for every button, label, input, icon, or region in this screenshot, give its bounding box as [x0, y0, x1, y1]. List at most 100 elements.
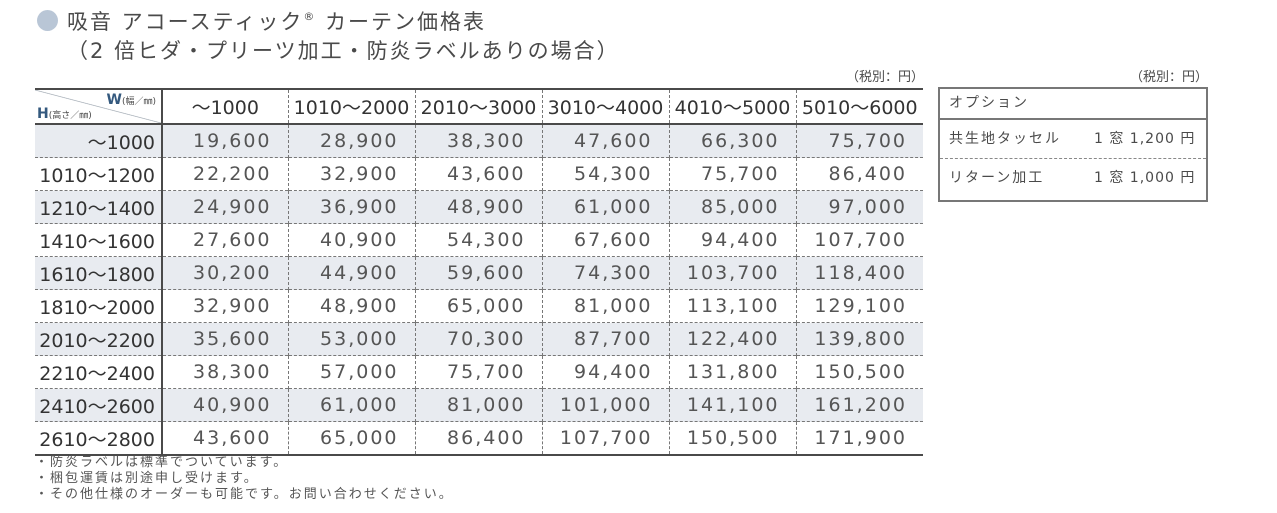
price-cell: 61,000	[287, 388, 415, 422]
option-name: 共生地タッセル	[949, 131, 1061, 147]
column-header: ～1000	[161, 89, 288, 125]
price-cell: 24,900	[161, 190, 288, 224]
width-axis-label: W(幅／㎜)	[106, 92, 156, 108]
table-corner-cell: W(幅／㎜) H(高さ／㎜)	[35, 89, 163, 125]
price-cell: 19,600	[161, 124, 288, 158]
price-cell: 27,600	[161, 223, 288, 257]
notes: ・防炎ラベルは標準でついています。 ・梱包運賃は別途申し受けます。 ・その他仕様…	[35, 455, 454, 503]
option-item: リターン加工 1 窓 1,000 円	[940, 159, 1206, 197]
price-cell: 75,700	[795, 124, 923, 158]
price-cell: 36,900	[287, 190, 415, 224]
price-cell: 53,000	[287, 322, 415, 356]
row-header: ～1000	[35, 124, 163, 158]
option-price: 1 窓 1,000 円	[1094, 170, 1196, 186]
table-header-row: W(幅／㎜) H(高さ／㎜) ～1000 1010～2000 2010～3000…	[35, 89, 923, 125]
price-cell: 141,100	[668, 388, 796, 422]
price-cell: 85,000	[668, 190, 796, 224]
price-cell: 113,100	[668, 289, 796, 323]
price-cell: 43,600	[414, 157, 542, 191]
price-cell: 139,800	[795, 322, 923, 356]
price-cell: 150,500	[668, 421, 796, 455]
row-header: 1810～2000	[35, 289, 163, 323]
column-header: 1010～2000	[287, 89, 415, 125]
price-cell: 81,000	[414, 388, 542, 422]
price-cell: 44,900	[287, 256, 415, 290]
price-cell: 32,900	[161, 289, 288, 323]
price-cell: 38,300	[161, 355, 288, 389]
price-cell: 38,300	[414, 124, 542, 158]
price-cell: 74,300	[541, 256, 669, 290]
price-cell: 129,100	[795, 289, 923, 323]
page-subtitle: （2 倍ヒダ・プリーツ加工・防炎ラベルありの場合）	[67, 39, 620, 63]
row-header: 2010～2200	[35, 322, 163, 356]
price-cell: 101,000	[541, 388, 669, 422]
price-cell: 81,000	[541, 289, 669, 323]
price-cell: 47,600	[541, 124, 669, 158]
price-cell: 66,300	[668, 124, 796, 158]
price-cell: 54,300	[414, 223, 542, 257]
price-cell: 122,400	[668, 322, 796, 356]
price-table: W(幅／㎜) H(高さ／㎜) ～1000 1010～2000 2010～3000…	[35, 88, 923, 456]
column-header: 3010～4000	[541, 89, 669, 125]
price-cell: 30,200	[161, 256, 288, 290]
table-row: 2410～2600 40,900 61,000 81,000 101,000 141,10…	[35, 388, 923, 422]
price-cell: 94,400	[668, 223, 796, 257]
price-cell: 57,000	[287, 355, 415, 389]
table-row: 2010～2200 35,600 53,000 70,300 87,700 122,400…	[35, 322, 923, 356]
price-cell: 86,400	[414, 421, 542, 455]
price-cell: 40,900	[287, 223, 415, 257]
price-cell: 28,900	[287, 124, 415, 158]
price-cell: 86,400	[795, 157, 923, 191]
option-price: 1 窓 1,200 円	[1094, 131, 1196, 147]
table-row: 2210～2400 38,300 57,000 75,700 94,400 131,800…	[35, 355, 923, 389]
price-cell: 107,700	[795, 223, 923, 257]
table-row: 1610～1800 30,200 44,900 59,600 74,300 103,700…	[35, 256, 923, 290]
tax-note-option: （税別：円）	[1130, 70, 1209, 85]
column-header: 4010～5000	[668, 89, 796, 125]
price-cell: 70,300	[414, 322, 542, 356]
options-header: オプション	[940, 89, 1206, 120]
table-row: 1210～1400 24,900 36,900 48,900 61,000 85,000 9…	[35, 190, 923, 224]
price-cell: 150,500	[795, 355, 923, 389]
row-header: 2610～2800	[35, 421, 163, 455]
note-line: ・その他仕様のオーダーも可能です。お問い合わせください。	[35, 487, 454, 502]
tax-note-main: （税別：円）	[846, 70, 925, 85]
row-header: 1410～1600	[35, 223, 163, 257]
price-cell: 48,900	[414, 190, 542, 224]
price-cell: 171,900	[795, 421, 923, 455]
price-cell: 103,700	[668, 256, 796, 290]
table-row: 1810～2000 32,900 48,900 65,000 81,000 113,100…	[35, 289, 923, 323]
price-cell: 43,600	[161, 421, 288, 455]
note-line: ・防炎ラベルは標準でついています。	[35, 455, 289, 470]
title-bullet-dot	[37, 10, 58, 31]
row-header: 2410～2600	[35, 388, 163, 422]
table-row: ～1000 19,600 28,900 38,300 47,600 66,300 75,70…	[35, 124, 923, 158]
row-header: 1010～1200	[35, 157, 163, 191]
price-cell: 59,600	[414, 256, 542, 290]
price-cell: 40,900	[161, 388, 288, 422]
table-row: 2610～2800 43,600 65,000 86,400 107,700 150,50…	[35, 421, 923, 455]
price-cell: 22,200	[161, 157, 288, 191]
price-cell: 118,400	[795, 256, 923, 290]
price-cell: 107,700	[541, 421, 669, 455]
page-title: 吸音 アコースティック® カーテン価格表	[67, 6, 486, 36]
price-cell: 48,900	[287, 289, 415, 323]
price-cell: 65,000	[287, 421, 415, 455]
price-cell: 75,700	[668, 157, 796, 191]
price-cell: 161,200	[795, 388, 923, 422]
note-line: ・梱包運賃は別途申し受けます。	[35, 471, 259, 486]
price-cell: 65,000	[414, 289, 542, 323]
price-cell: 94,400	[541, 355, 669, 389]
price-cell: 54,300	[541, 157, 669, 191]
option-item: 共生地タッセル 1 窓 1,200 円	[940, 120, 1206, 159]
table-row: 1410～1600 27,600 40,900 54,300 67,600 94,400 1…	[35, 223, 923, 257]
price-cell: 67,600	[541, 223, 669, 257]
height-axis-label: H(高さ／㎜)	[37, 106, 92, 122]
price-cell: 61,000	[541, 190, 669, 224]
price-cell: 97,000	[795, 190, 923, 224]
row-header: 1610～1800	[35, 256, 163, 290]
title-text: 吸音 アコースティック	[67, 10, 304, 34]
registered-mark: ®	[303, 10, 317, 23]
table-row: 1010～1200 22,200 32,900 43,600 54,300 75,700 8…	[35, 157, 923, 191]
price-cell: 75,700	[414, 355, 542, 389]
